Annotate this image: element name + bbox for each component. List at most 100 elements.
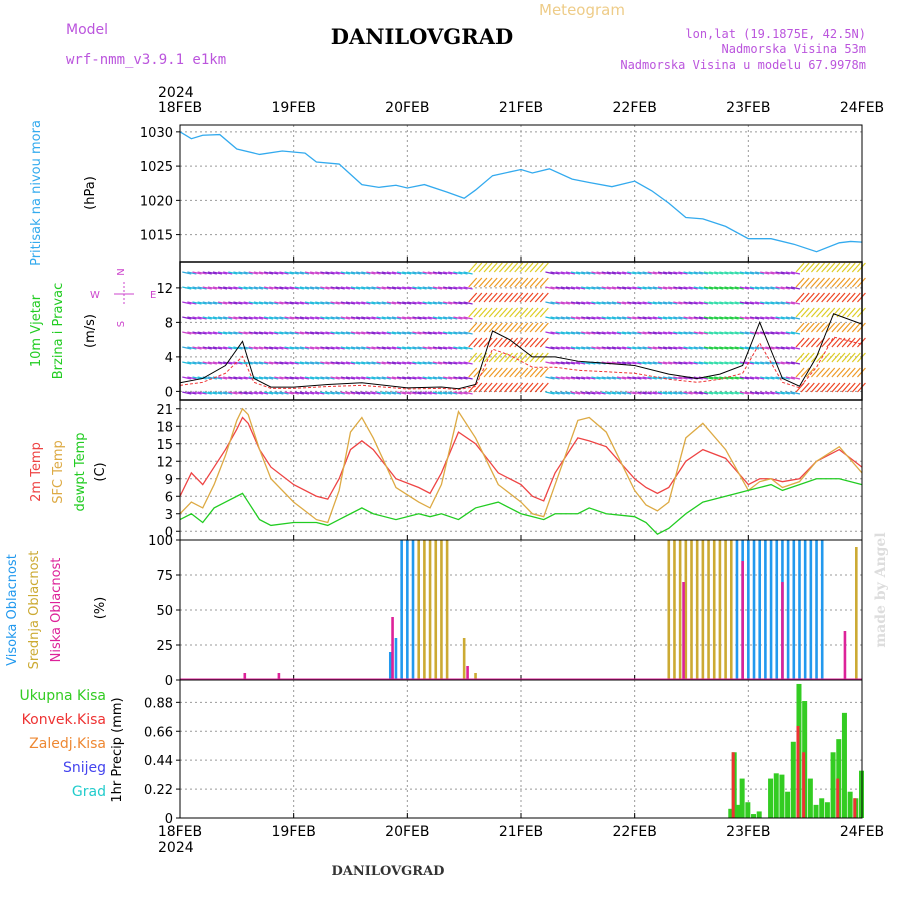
wind-barb — [284, 316, 294, 320]
wind-barb — [601, 346, 611, 350]
wind-barb — [637, 286, 647, 290]
wind-barb — [606, 376, 616, 380]
x-tick-label-top: 18FEB — [158, 100, 202, 116]
wind-barb — [698, 361, 709, 365]
wind-barb — [289, 286, 299, 290]
wind-barb — [785, 286, 795, 290]
wind-barb — [371, 391, 381, 395]
coords-label: lon,lat (19.1875E, 42.5N) — [685, 27, 866, 41]
cloud-ylabel-high: Visoka Oblacnost — [5, 554, 20, 666]
wind-barb — [642, 331, 652, 335]
wind-barb — [606, 331, 616, 335]
wind-barb — [642, 391, 652, 395]
wind-barb — [340, 376, 350, 380]
wind-barb — [366, 286, 376, 290]
wind-barb — [708, 376, 719, 380]
total-precip-bar — [847, 791, 853, 818]
wind-barb — [586, 346, 596, 350]
wind-barb — [622, 376, 632, 380]
wind-barb — [315, 391, 325, 395]
wind-barb — [248, 286, 258, 290]
wind-barb — [591, 316, 601, 320]
total-precip-bar — [739, 778, 745, 818]
x-tick-label-bottom: 19FEB — [272, 824, 316, 840]
convective-precip-bar — [853, 798, 857, 818]
wind-barb — [800, 367, 810, 378]
wind-barb — [458, 286, 468, 290]
wind-barb — [412, 376, 422, 380]
wind-barb — [253, 361, 264, 365]
wind-barb — [841, 337, 851, 348]
wind-barb — [652, 301, 662, 305]
wind-barb — [539, 382, 549, 393]
wind-barb — [606, 316, 616, 320]
high-cloud-bar — [764, 540, 767, 680]
wind-barb — [642, 316, 652, 320]
pressure-ylabel: Pritisak na nivou mora — [29, 120, 44, 266]
wind-barb — [356, 346, 366, 350]
wind-barb — [570, 331, 581, 335]
wind-barb — [443, 391, 453, 395]
wind-barb — [263, 331, 274, 335]
wind-barb — [238, 301, 248, 305]
wind-barb — [816, 322, 825, 333]
wind-barb — [458, 316, 468, 320]
wind-barb — [575, 346, 586, 350]
wind-barb — [443, 301, 453, 305]
wind-barb — [570, 346, 581, 350]
wind-barb — [238, 346, 248, 350]
wind-barb — [739, 376, 749, 380]
y-tick-label: 4 — [165, 351, 173, 366]
wind-barb — [785, 271, 795, 275]
wind-barb — [330, 286, 340, 290]
wind-barb — [217, 346, 228, 350]
wind-barb — [197, 391, 207, 395]
wind-barb — [192, 286, 202, 290]
wind-barb — [310, 301, 320, 305]
low-cloud-bar — [391, 617, 394, 680]
wind-barb — [381, 391, 391, 395]
wind-barb — [432, 316, 443, 320]
wind-barb — [749, 361, 760, 365]
wind-barb — [315, 286, 325, 290]
wind-barb — [821, 367, 831, 378]
wind-barb — [550, 271, 560, 275]
wind-barb — [350, 391, 361, 395]
wind-barb — [330, 391, 340, 395]
wind-barb — [560, 316, 570, 320]
wind-barb — [688, 316, 698, 320]
precip-legend-item: Ukupna Kisa — [19, 688, 106, 704]
wind-barb — [468, 307, 478, 318]
wind-barb — [724, 286, 734, 290]
wind-barb — [698, 301, 709, 305]
wind-barb — [488, 307, 498, 318]
wind-barb — [657, 391, 668, 395]
wind-barb — [509, 367, 519, 378]
wind-barb — [207, 301, 217, 305]
wind-barb — [586, 286, 596, 290]
wind-barb — [765, 376, 775, 380]
wind-barb — [534, 292, 544, 303]
wind-barb — [765, 286, 775, 290]
wind-barb — [611, 346, 622, 350]
wind-barb — [437, 376, 448, 380]
wind-barb — [443, 271, 453, 275]
wind-barb — [565, 376, 576, 380]
wind-barb — [795, 352, 805, 363]
wind-barb — [253, 331, 264, 335]
wind-barb — [821, 262, 831, 273]
wind-barb — [263, 361, 274, 365]
wind-barb — [662, 361, 673, 365]
wind-barb — [795, 307, 805, 318]
wind-barb — [412, 346, 422, 350]
wind-barb — [821, 292, 831, 303]
wind-barb — [734, 271, 744, 275]
wind-barb — [698, 331, 709, 335]
wind-barb — [596, 301, 606, 305]
wind-barb — [565, 271, 576, 275]
wind-barb — [591, 331, 601, 335]
wind-barb — [841, 262, 851, 273]
wind-barb — [391, 301, 402, 305]
wind-barb — [524, 277, 534, 288]
wind-gust-line — [179, 336, 863, 391]
